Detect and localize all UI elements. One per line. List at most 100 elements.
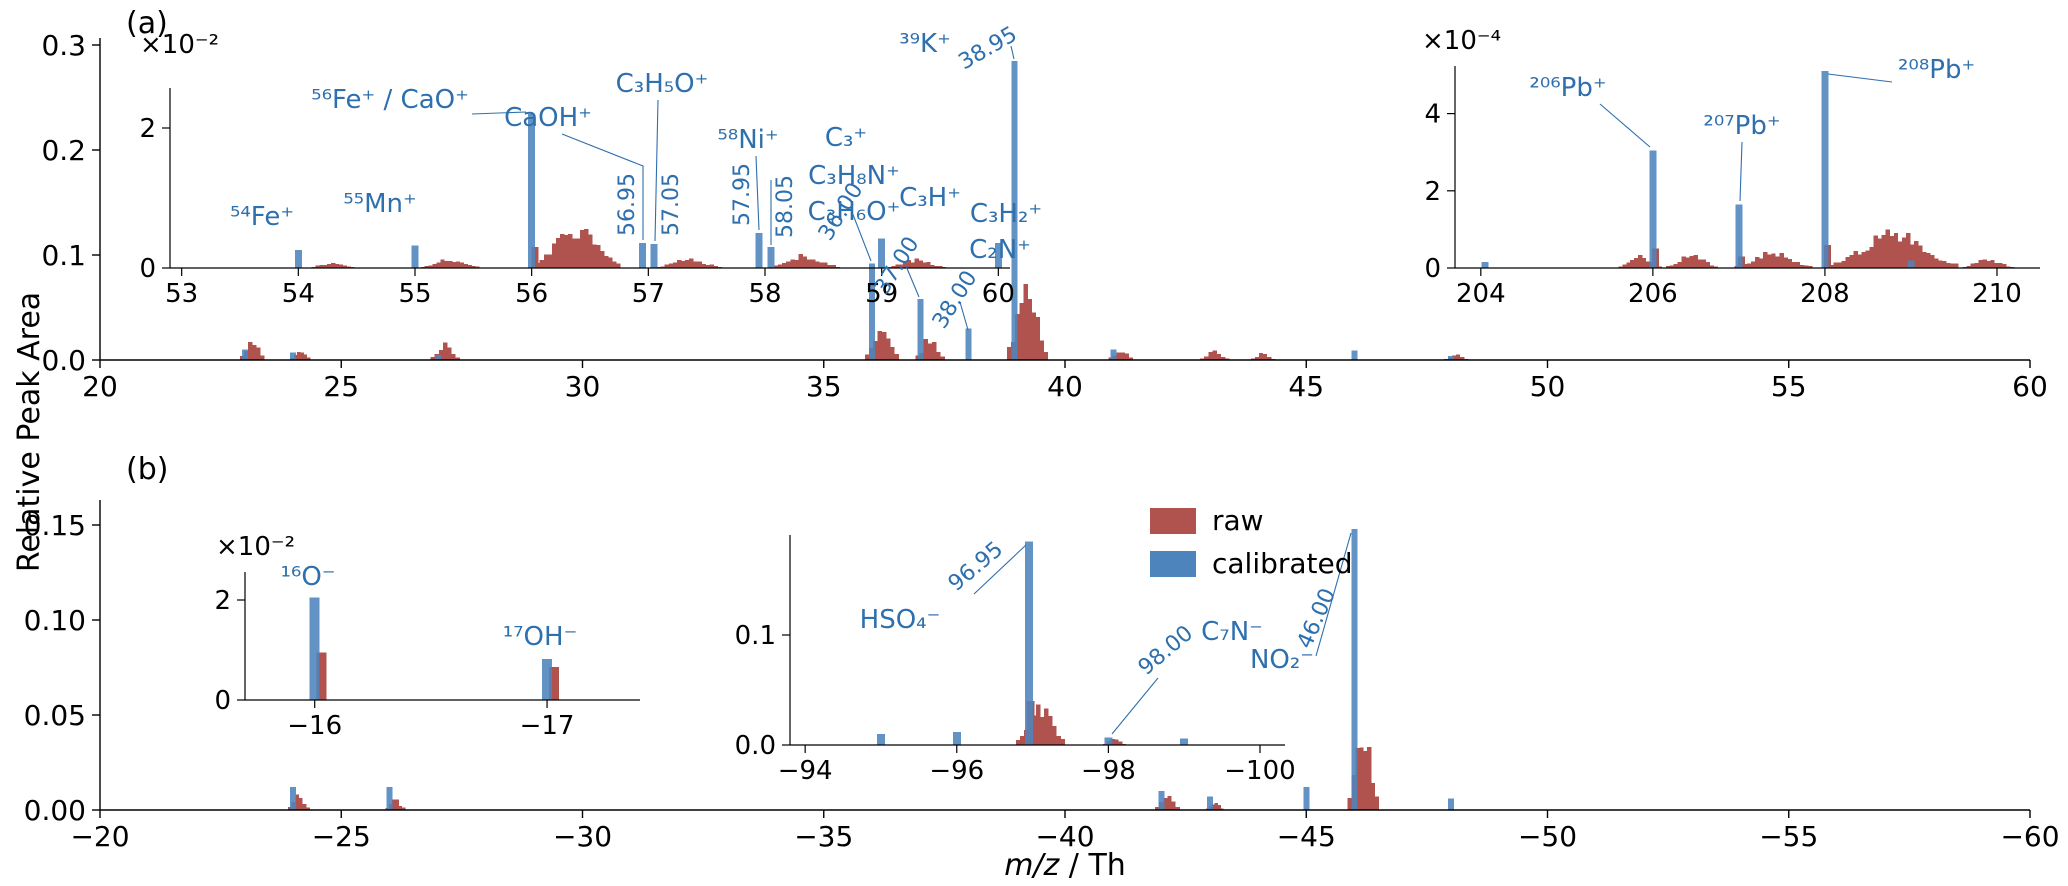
raw-histogram-bar bbox=[395, 799, 399, 810]
peak-annotation: ¹⁷OH⁻ bbox=[503, 622, 578, 652]
raw-histogram-bar bbox=[1665, 266, 1671, 268]
peak-annotation: ⁵⁴Fe⁺ bbox=[230, 202, 294, 232]
y-tick-label: 0.1 bbox=[41, 239, 86, 272]
raw-histogram-bar bbox=[676, 260, 682, 268]
raw-histogram-bar bbox=[1791, 262, 1797, 268]
raw-histogram-bar bbox=[1641, 258, 1647, 268]
raw-histogram-bar bbox=[543, 254, 549, 268]
raw-histogram-bar bbox=[1036, 704, 1041, 745]
raw-histogram-bar bbox=[247, 342, 253, 360]
raw-histogram-bar bbox=[782, 263, 787, 268]
raw-histogram-bar bbox=[672, 262, 678, 268]
raw-histogram-bar bbox=[1897, 241, 1903, 268]
raw-histogram-bar bbox=[1056, 736, 1061, 745]
raw-histogram-bar bbox=[1175, 806, 1180, 810]
raw-histogram-bar bbox=[922, 262, 927, 268]
peak-annotation: 56.95 bbox=[615, 173, 640, 236]
raw-histogram-bar bbox=[894, 353, 899, 360]
peak-annotation: NO₂⁻ bbox=[1250, 645, 1314, 675]
calibrated-peak bbox=[309, 597, 320, 700]
raw-histogram-bar bbox=[1742, 264, 1748, 268]
raw-histogram-bar bbox=[1155, 806, 1160, 810]
raw-histogram-bar bbox=[1926, 252, 1931, 268]
calibrated-peak bbox=[878, 238, 886, 268]
y-tick-label: 4 bbox=[1424, 100, 1441, 130]
x-tick-label: 55 bbox=[398, 279, 431, 309]
raw-histogram-bar bbox=[1673, 263, 1679, 268]
raw-histogram-bar bbox=[1905, 233, 1911, 268]
raw-histogram-bar bbox=[899, 264, 904, 268]
x-tick-label: −35 bbox=[794, 820, 853, 853]
raw-histogram-bar bbox=[432, 264, 437, 268]
leader-line bbox=[959, 301, 969, 331]
raw-histogram-bar bbox=[1023, 283, 1028, 360]
leader-line bbox=[905, 265, 920, 298]
raw-histogram-bar bbox=[1015, 313, 1020, 360]
raw-histogram-bar bbox=[1110, 739, 1115, 745]
raw-histogram-bar bbox=[580, 229, 585, 268]
peak-annotation: ²⁰⁷Pb⁺ bbox=[1703, 111, 1780, 141]
raw-histogram-bar bbox=[814, 261, 820, 268]
raw-histogram-bar bbox=[1909, 244, 1915, 268]
peak-annotation: 57.95 bbox=[730, 163, 755, 226]
peak-annotation: 96.95 bbox=[944, 537, 1008, 597]
raw-histogram-bar bbox=[827, 264, 832, 268]
raw-histogram-bar bbox=[1258, 353, 1264, 360]
raw-histogram-bar bbox=[1767, 254, 1772, 268]
calibrated-peak bbox=[1481, 262, 1489, 268]
legend-swatch-raw bbox=[1150, 507, 1196, 534]
peak-annotation: ²⁰⁸Pb⁺ bbox=[1898, 55, 1975, 85]
peak-annotation: ⁵⁵Mn⁺ bbox=[343, 189, 416, 219]
raw-histogram-bar bbox=[931, 341, 937, 360]
raw-histogram-bar bbox=[592, 244, 597, 268]
leader-line bbox=[755, 155, 760, 231]
raw-histogram-bar bbox=[447, 347, 452, 360]
raw-histogram-bar bbox=[918, 260, 923, 268]
calibrated-peak bbox=[952, 731, 961, 745]
raw-histogram-bar bbox=[664, 264, 670, 268]
raw-histogram-bar bbox=[1978, 260, 1983, 268]
raw-histogram-bar bbox=[306, 357, 311, 360]
calibrated-peak bbox=[434, 354, 441, 360]
raw-histogram-bar bbox=[831, 265, 836, 268]
raw-histogram-bar bbox=[885, 338, 891, 360]
calibrated-peak bbox=[542, 659, 553, 700]
raw-histogram-bar bbox=[1216, 353, 1222, 360]
raw-histogram-bar bbox=[436, 262, 441, 268]
raw-histogram-bar bbox=[559, 233, 565, 268]
peak-annotation: ²⁰⁶Pb⁺ bbox=[1529, 73, 1606, 103]
raw-histogram-bar bbox=[697, 261, 702, 268]
raw-histogram-bar bbox=[1837, 262, 1842, 268]
y-tick-label: 0.05 bbox=[24, 699, 86, 732]
raw-histogram-bar bbox=[300, 352, 304, 360]
x-tick-label: −55 bbox=[1759, 820, 1818, 853]
calibrated-peak bbox=[650, 244, 658, 268]
leader-line bbox=[561, 133, 644, 240]
y-tick-label: 0.00 bbox=[24, 794, 86, 827]
raw-histogram-bar bbox=[401, 807, 406, 810]
raw-histogram-bar bbox=[1455, 354, 1461, 360]
calibrated-peak bbox=[1206, 796, 1213, 810]
raw-histogram-bar bbox=[1359, 747, 1364, 810]
raw-histogram-bar bbox=[1363, 750, 1368, 810]
raw-histogram-bar bbox=[1693, 254, 1698, 268]
raw-histogram-bar bbox=[430, 356, 436, 360]
raw-histogram-bar bbox=[1763, 252, 1768, 268]
raw-histogram-bar bbox=[936, 352, 941, 360]
calibrated-peak bbox=[411, 245, 419, 268]
raw-peak bbox=[549, 667, 560, 700]
x-tick-label: 208 bbox=[1800, 279, 1850, 309]
raw-histogram-bar bbox=[891, 265, 896, 268]
raw-histogram-bar bbox=[1120, 352, 1125, 360]
y-axis-title: Relative Peak Area bbox=[12, 291, 47, 573]
calibrated-peak bbox=[528, 114, 536, 268]
raw-histogram-bar bbox=[2002, 264, 2007, 268]
peak-annotation: C₃H⁺ bbox=[899, 183, 961, 213]
raw-histogram-bar bbox=[567, 233, 573, 268]
x-tick-label: 54 bbox=[282, 279, 315, 309]
raw-histogram-bar bbox=[930, 264, 935, 268]
peak-annotation: C₃H₈N⁺ bbox=[808, 161, 900, 191]
raw-histogram-bar bbox=[1885, 229, 1891, 268]
raw-histogram-bar bbox=[440, 259, 445, 268]
raw-histogram-bar bbox=[1962, 266, 1967, 268]
